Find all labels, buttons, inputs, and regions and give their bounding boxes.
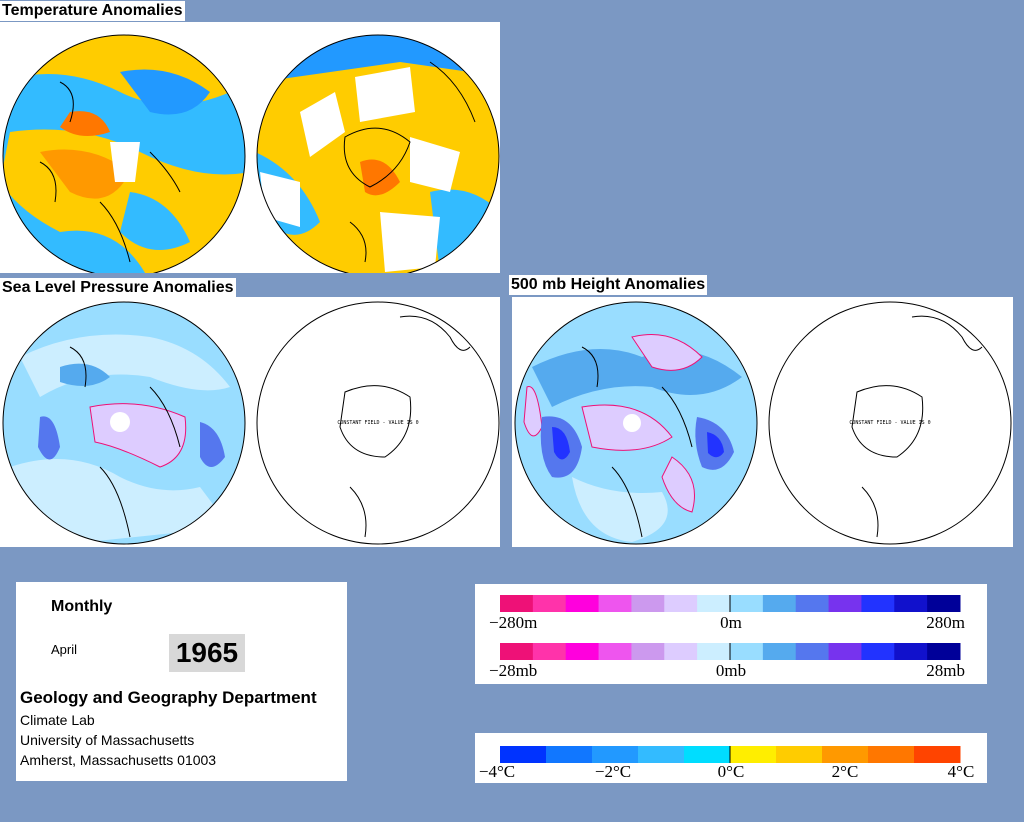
height-swatch [795, 595, 830, 612]
month-label: April [51, 642, 78, 657]
height-pressure-colorbars: −280m 0m 280m −28mb 0mb 28mb [489, 595, 965, 680]
height-swatch [894, 595, 928, 612]
temperature-swatch [868, 746, 915, 763]
height-swatch [730, 595, 764, 612]
pressure-swatch [927, 643, 961, 660]
temperature-swatch [638, 746, 685, 763]
pressure-swatch [762, 643, 797, 660]
nh-h500-globe [515, 302, 757, 544]
temperature-legend: −4°C −2°C 0°C 2°C 4°C [475, 733, 987, 783]
height-swatch [664, 595, 698, 612]
university-label: University of Massachusetts [20, 732, 195, 748]
height-swatch [828, 595, 862, 612]
nh-temperature-globe [3, 35, 245, 273]
pressure-swatch [795, 643, 830, 660]
pressure-swatch [730, 643, 764, 660]
slp-title: Sea Level Pressure Anomalies [0, 278, 236, 298]
slp-maps: CONSTANT FIELD - VALUE IS 0 [2, 301, 500, 545]
slp-constant-label: CONSTANT FIELD - VALUE IS 0 [337, 420, 418, 426]
info-box: Monthly April 1965 Geology and Geography… [16, 582, 347, 781]
height-swatch [631, 595, 665, 612]
temperature-swatch [500, 746, 547, 763]
pressure-swatch [861, 643, 895, 660]
height-swatch [927, 595, 961, 612]
temperature-swatch [776, 746, 823, 763]
pressure-swatch [532, 643, 567, 660]
pressure-swatch [631, 643, 665, 660]
h500-maps: CONSTANT FIELD - VALUE IS 0 [514, 301, 1012, 545]
temperature-maps [2, 34, 500, 273]
height-mid-label: 0m [720, 613, 742, 632]
height-swatch [500, 595, 534, 612]
temperature-swatch [914, 746, 961, 763]
temperature-colorbar-svg: −4°C −2°C 0°C 2°C 4°C [479, 746, 975, 781]
pressure-swatch [565, 643, 600, 660]
pressure-colorbar [500, 643, 961, 660]
temperature-swatch [592, 746, 639, 763]
address-label: Amherst, Massachusetts 01003 [20, 752, 217, 768]
height-swatch [762, 595, 797, 612]
pressure-swatch [500, 643, 534, 660]
h500-constant-label: CONSTANT FIELD - VALUE IS 0 [849, 420, 930, 426]
height-colorbar [500, 595, 961, 612]
h500-title: 500 mb Height Anomalies [509, 275, 708, 295]
temperature-colorbar [500, 746, 961, 763]
height-min-label: −280m [489, 613, 537, 632]
h500-panel: CONSTANT FIELD - VALUE IS 0 [512, 297, 1013, 547]
pressure-min-label: −28mb [489, 661, 537, 680]
year-label: 1965 [169, 634, 245, 672]
temp-label-4: 4°C [948, 762, 975, 781]
pressure-swatch [697, 643, 731, 660]
height-swatch [565, 595, 600, 612]
lab-label: Climate Lab [20, 712, 95, 728]
pressure-swatch [664, 643, 698, 660]
temperature-swatch [684, 746, 731, 763]
height-max-label: 280m [926, 613, 965, 632]
sh-temperature-globe [257, 35, 499, 273]
department-label: Geology and Geography Department [20, 688, 317, 707]
nh-slp-globe [3, 302, 245, 544]
temperature-title: Temperature Anomalies [0, 1, 185, 21]
temp-label-0: −4°C [479, 762, 515, 781]
pressure-swatch [894, 643, 928, 660]
height-swatch [861, 595, 895, 612]
height-swatch [697, 595, 731, 612]
temperature-swatch [822, 746, 869, 763]
pressure-max-label: 28mb [926, 661, 965, 680]
height-swatch [598, 595, 632, 612]
temp-label-1: −2°C [595, 762, 631, 781]
height-pressure-legend: −280m 0m 280m −28mb 0mb 28mb [475, 584, 987, 684]
height-swatch [532, 595, 567, 612]
pressure-swatch [598, 643, 632, 660]
temp-label-2: 0°C [718, 762, 745, 781]
temperature-panel [0, 22, 500, 273]
temperature-swatch [730, 746, 777, 763]
period-label: Monthly [51, 598, 113, 615]
slp-panel: CONSTANT FIELD - VALUE IS 0 [0, 297, 500, 547]
pressure-swatch [828, 643, 862, 660]
temperature-swatch [546, 746, 593, 763]
temp-label-3: 2°C [832, 762, 859, 781]
pressure-mid-label: 0mb [716, 661, 746, 680]
